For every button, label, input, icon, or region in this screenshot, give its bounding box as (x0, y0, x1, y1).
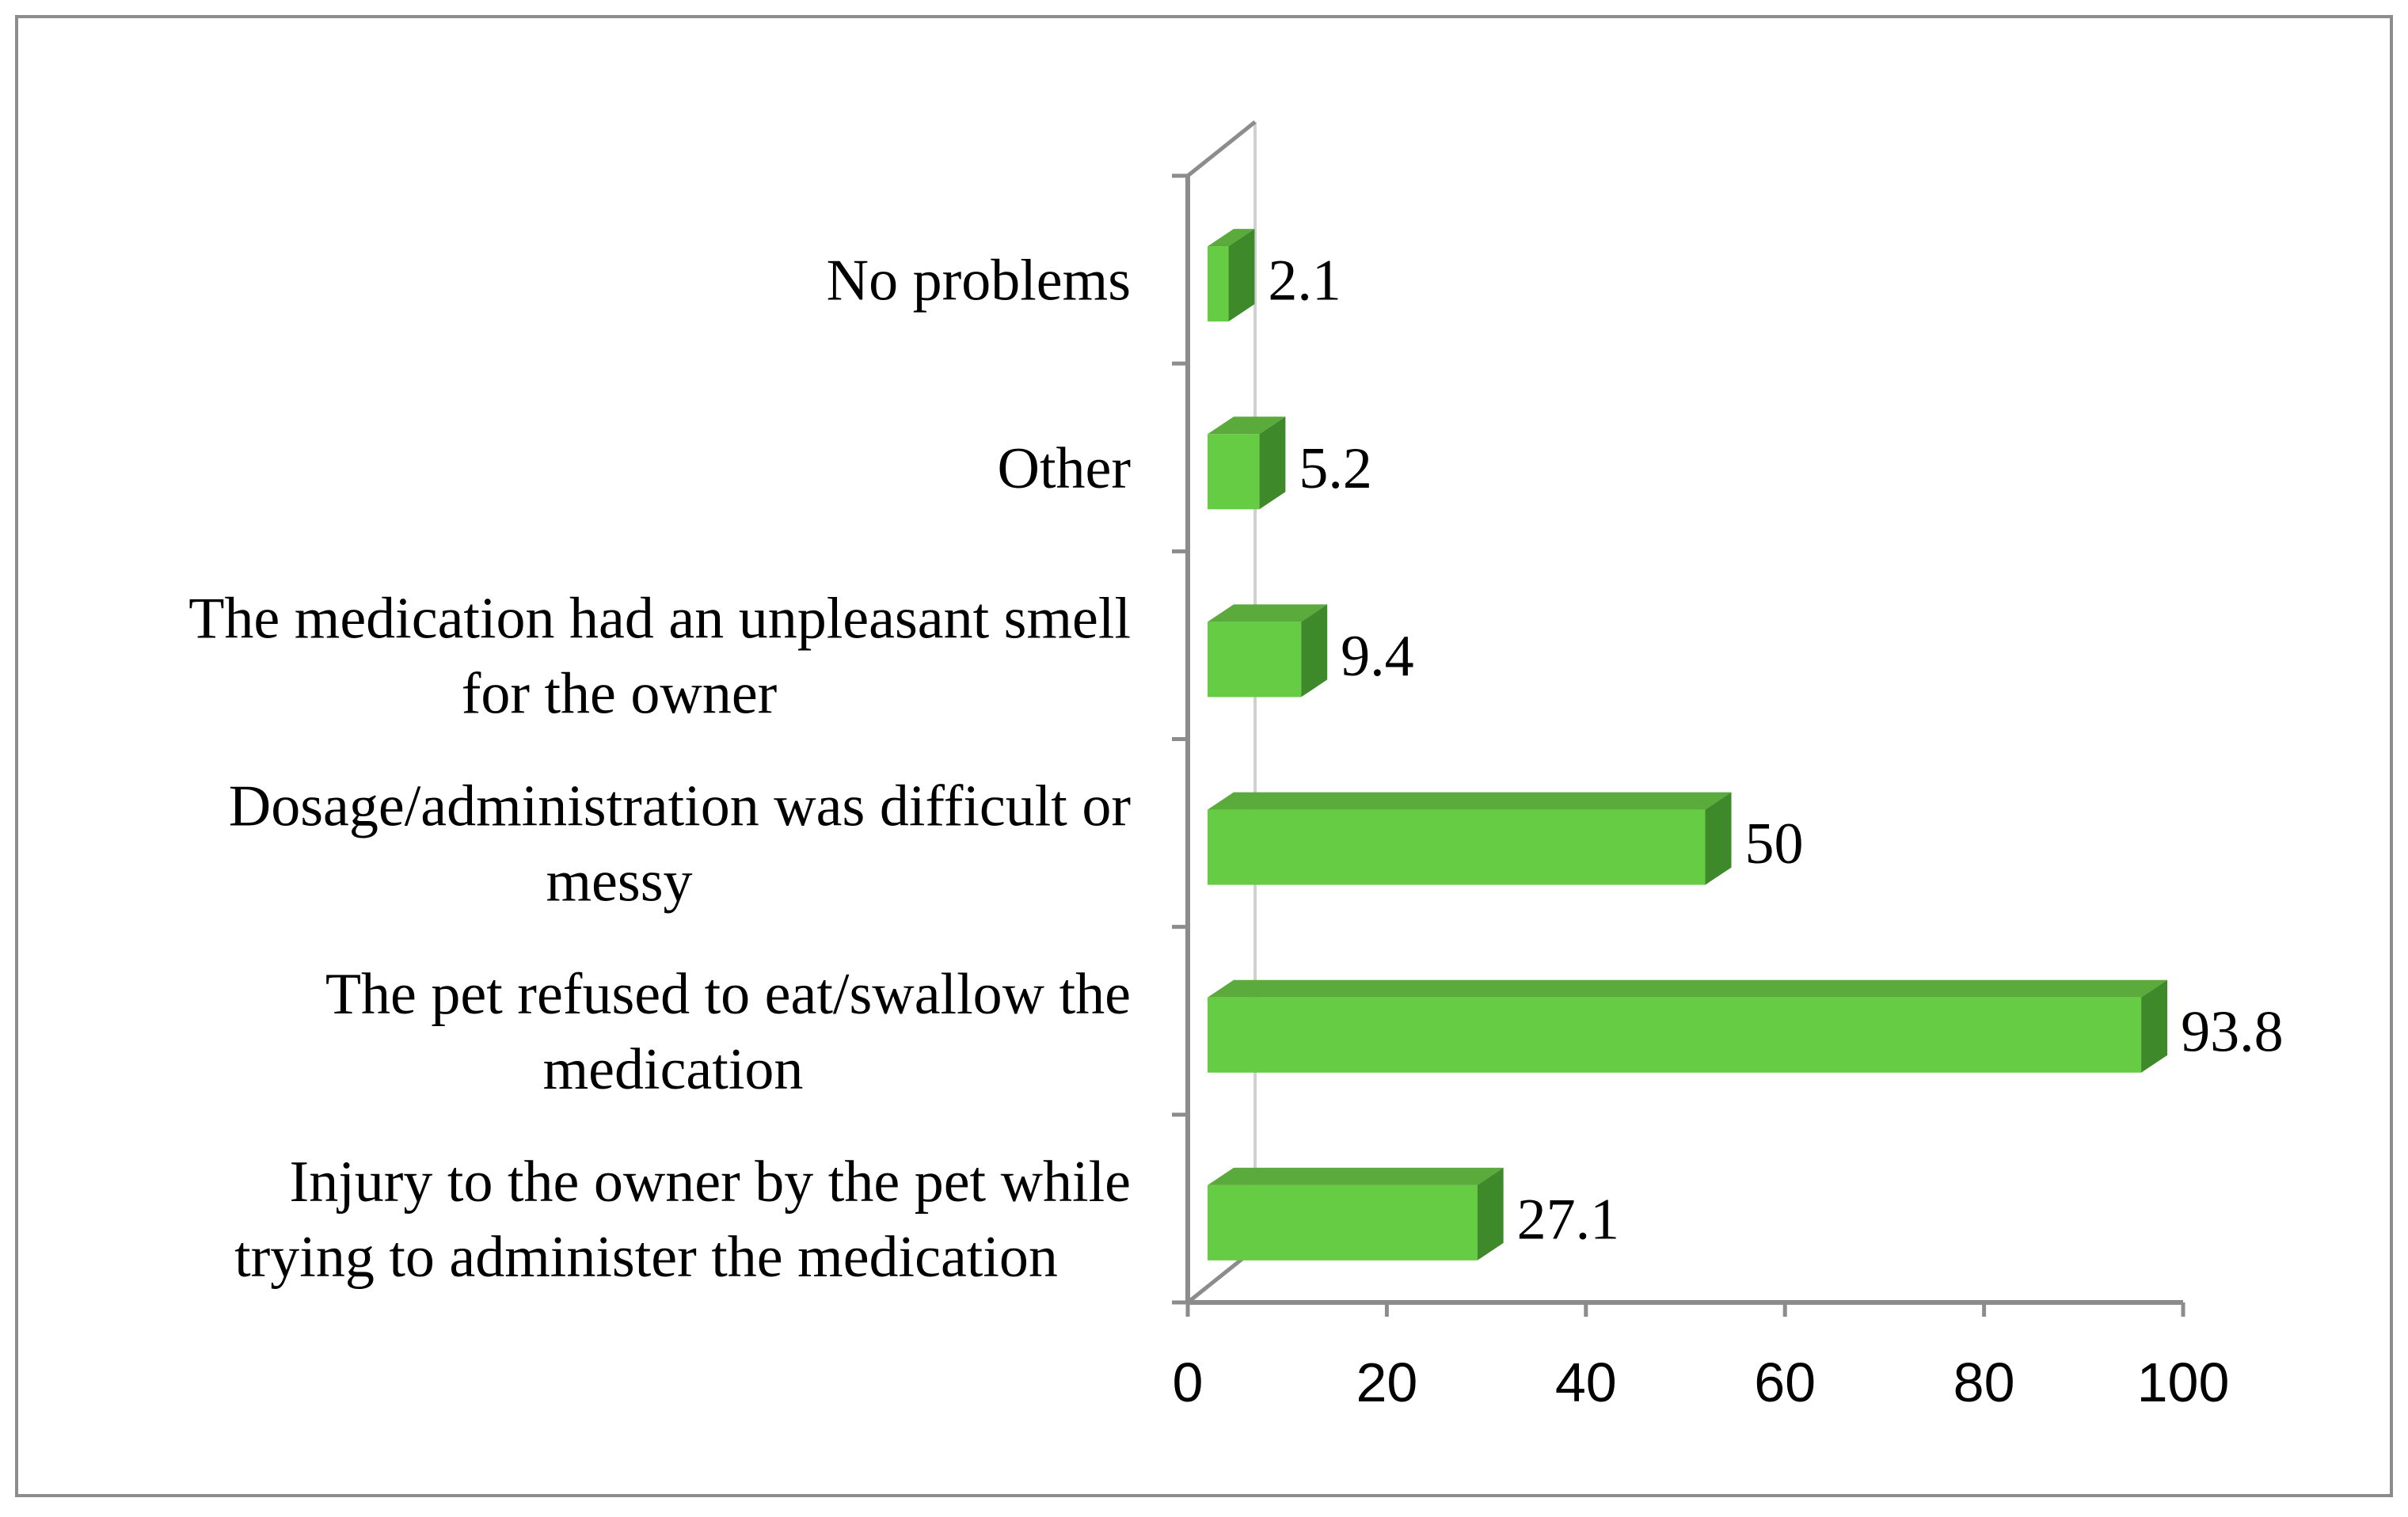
wall-top-diagonal (1186, 120, 1257, 177)
category-label: Injury to the owner by the pet while (290, 1150, 1131, 1215)
category-label: trying to administer the medication (234, 1225, 1058, 1290)
bar-side-face (1705, 792, 1732, 885)
bar-top-face (1208, 979, 2168, 998)
bar-side-face (2141, 979, 2168, 1073)
bar (1208, 997, 2142, 1073)
data-label: 27.1 (1517, 1187, 1620, 1252)
bar-side-face (1477, 1167, 1504, 1260)
x-tick-label: 0 (1173, 1352, 1204, 1413)
category-label: No problems (827, 249, 1131, 314)
x-tick-label: 80 (1953, 1352, 2015, 1413)
bar (1208, 809, 1706, 885)
category-label: The medication had an unpleasant smell (188, 586, 1131, 651)
bar (1208, 434, 1260, 510)
x-tick-label: 40 (1555, 1352, 1617, 1413)
chart-bars (1208, 229, 2168, 1260)
category-label: medication (543, 1037, 804, 1102)
category-label: The pet refused to eat/swallow the (325, 962, 1131, 1027)
chart-axes: 0 20 40 60 80 100 (1172, 173, 2230, 1413)
data-label: 50 (1745, 812, 1804, 876)
category-label: Other (998, 436, 1132, 501)
data-label: 93.8 (2181, 999, 2284, 1064)
bar (1208, 622, 1302, 698)
bar-top-face (1208, 416, 1286, 435)
bar (1208, 1184, 1478, 1260)
chart-frame (15, 15, 2393, 1497)
bar-top-face (1208, 792, 1732, 810)
chart-labels: 27.1 Injury to the owner by the pet while… (188, 249, 2283, 1290)
data-label: 2.1 (1268, 249, 1341, 314)
category-label: messy (546, 850, 693, 914)
bar (1208, 246, 1229, 322)
x-tick-label: 20 (1356, 1352, 1417, 1413)
data-label: 9.4 (1341, 624, 1414, 689)
category-label: for the owner (462, 661, 778, 726)
bar-side-face (1228, 229, 1255, 322)
category-label: Dosage/administration was difficult or (229, 774, 1131, 839)
x-tick-label: 100 (2137, 1352, 2230, 1413)
bar-top-face (1208, 1167, 1504, 1185)
bar-top-face (1208, 229, 1255, 247)
bar-side-face (1259, 416, 1286, 510)
bar-top-face (1208, 604, 1328, 622)
bar-side-face (1301, 604, 1328, 698)
data-label: 5.2 (1299, 436, 1372, 501)
x-tick-label: 60 (1754, 1352, 1816, 1413)
